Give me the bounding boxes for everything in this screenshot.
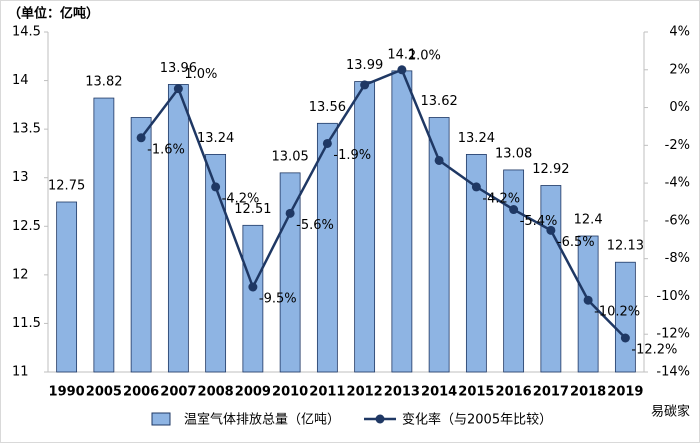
bar	[503, 169, 525, 373]
line-label: -12.2%	[631, 343, 677, 358]
y2-tick-label: -12%	[656, 327, 690, 342]
x-tick-label: 2013	[384, 385, 420, 400]
bar-label: 13.99	[346, 58, 383, 73]
x-tick-label: 2018	[570, 385, 606, 400]
line-label: -10.2%	[594, 305, 640, 320]
y-tick-label: 13	[12, 170, 29, 185]
line-marker	[285, 208, 295, 218]
bar-label: 12.13	[607, 239, 644, 254]
legend-swatch	[151, 412, 171, 426]
line-label: -6.5%	[557, 235, 595, 250]
y2-tick-label: -10%	[656, 289, 690, 304]
line-label: -4.2%	[222, 191, 260, 206]
line-label: -5.4%	[520, 214, 558, 229]
line-label: -9.5%	[259, 292, 297, 307]
x-tick-label: 2015	[458, 385, 494, 400]
x-tick-label: 2017	[533, 385, 569, 400]
bar-label: 12.4	[574, 213, 603, 228]
bar-label: 13.24	[197, 131, 234, 146]
line-label: -1.6%	[147, 142, 185, 157]
bar-label: 13.08	[495, 146, 532, 161]
line-marker	[434, 155, 444, 165]
line-label: 2.0%	[408, 48, 441, 63]
x-tick-label: 2014	[421, 385, 457, 400]
y2-tick-label: 2%	[669, 62, 690, 77]
line	[140, 68, 627, 339]
line-marker	[322, 138, 332, 148]
bar-label: 14.1	[387, 47, 416, 62]
unit-note: （单位：亿吨）	[8, 6, 99, 22]
y-tick-label: 14	[12, 73, 29, 88]
bar	[130, 117, 152, 373]
x-tick-label: 2012	[347, 385, 383, 400]
x-tick-label: 1990	[49, 385, 85, 400]
y2-tick-label: -14%	[656, 365, 690, 380]
line-marker	[397, 65, 407, 75]
y-tick-label: 12.5	[12, 219, 41, 234]
x-tick-label: 2011	[309, 385, 345, 400]
legend-swatch	[375, 414, 385, 424]
line-marker	[173, 84, 183, 94]
x-tick-label: 2007	[160, 385, 196, 400]
y2-tick-label: -6%	[665, 213, 690, 228]
line-label: 1.0%	[184, 67, 217, 82]
bar-label: 13.82	[85, 75, 122, 90]
line-marker	[211, 182, 221, 192]
line-marker	[509, 205, 519, 215]
y2-tick-label: 4%	[669, 25, 690, 40]
bar-label: 12.92	[532, 162, 569, 177]
y-tick-label: 11.5	[12, 316, 41, 331]
bar-label: 13.56	[309, 100, 346, 115]
y-tick-label: 11	[12, 365, 29, 380]
line-marker	[471, 182, 481, 192]
y-tick-label: 12	[12, 267, 29, 282]
bar	[540, 185, 562, 373]
x-tick-label: 2005	[86, 385, 122, 400]
bar	[56, 201, 78, 373]
bar-label: 13.62	[421, 94, 458, 109]
bar-label: 13.24	[458, 131, 495, 146]
y-tick-label: 14.5	[12, 25, 41, 40]
line-marker	[248, 282, 258, 292]
bar-label: 13.96	[160, 61, 197, 76]
x-tick-label: 2006	[123, 385, 159, 400]
y-tick-label: 13.5	[12, 122, 41, 137]
bar-label: 12.75	[48, 179, 85, 194]
bar	[428, 117, 450, 373]
bar	[167, 84, 189, 373]
line-label: -1.9%	[333, 148, 371, 163]
bar	[205, 153, 227, 373]
line-marker	[360, 80, 370, 90]
y2-tick-label: -8%	[665, 251, 690, 266]
line-marker	[546, 225, 556, 235]
y2-tick-label: 0%	[669, 100, 690, 115]
bar	[316, 122, 338, 373]
line-label: -5.6%	[296, 218, 334, 233]
line-marker	[620, 333, 630, 343]
x-tick-label: 2019	[607, 385, 643, 400]
line-marker	[136, 133, 146, 143]
bar	[465, 153, 487, 373]
line-marker	[583, 295, 593, 305]
line-label: -4.2%	[482, 191, 520, 206]
x-tick-label: 2010	[272, 385, 308, 400]
legend-label: 温室气体排放总量（亿吨）	[184, 412, 340, 428]
bar	[93, 97, 115, 373]
bar-label: 12.51	[234, 202, 271, 217]
bar	[614, 261, 636, 373]
watermark: 易碳家	[651, 404, 690, 420]
bar	[242, 224, 264, 373]
legend-label: 变化率（与2005年比较）	[402, 412, 552, 428]
x-tick-label: 2016	[496, 385, 532, 400]
y2-tick-label: -4%	[665, 176, 690, 191]
x-tick-label: 2008	[198, 385, 234, 400]
bar	[391, 70, 413, 373]
y2-tick-label: -2%	[665, 138, 690, 153]
bar	[354, 81, 376, 373]
x-tick-label: 2009	[235, 385, 271, 400]
bar-label: 13.05	[272, 149, 309, 164]
